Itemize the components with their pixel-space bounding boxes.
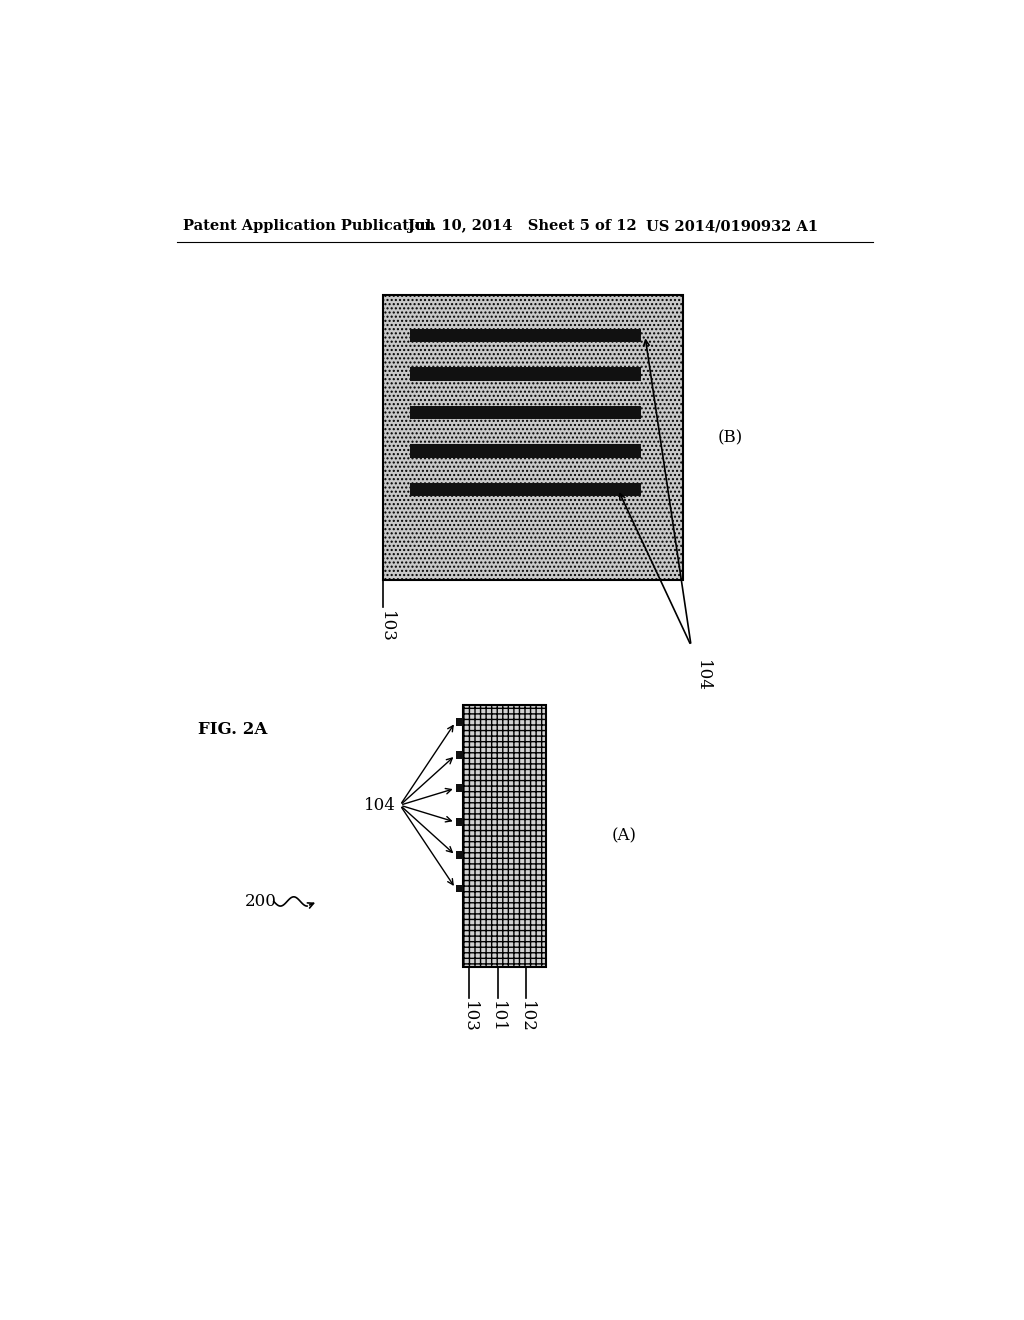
Bar [456,718,463,726]
Text: 102: 102 [518,1001,535,1032]
Text: (B): (B) [718,429,743,446]
Text: 104: 104 [694,660,712,692]
Bar [383,296,683,581]
Text: US 2014/0190932 A1: US 2014/0190932 A1 [646,219,818,234]
Text: 101: 101 [489,1001,506,1032]
Text: Jul. 10, 2014   Sheet 5 of 12: Jul. 10, 2014 Sheet 5 of 12 [408,219,637,234]
Bar [410,483,641,496]
Bar [456,751,463,759]
Bar [463,705,547,966]
Text: (A): (A) [611,828,637,845]
Text: FIG. 2A: FIG. 2A [199,721,267,738]
Bar [456,851,463,859]
Text: 200: 200 [245,892,276,909]
Text: Patent Application Publication: Patent Application Publication [183,219,435,234]
Text: 104: 104 [365,797,396,813]
Bar [456,884,463,892]
Bar [456,784,463,792]
Bar [410,367,641,381]
Bar [410,329,641,342]
Bar [410,444,641,458]
Text: 103: 103 [378,611,394,643]
Text: 103: 103 [461,1001,478,1032]
Bar [410,405,641,420]
Bar [456,818,463,826]
